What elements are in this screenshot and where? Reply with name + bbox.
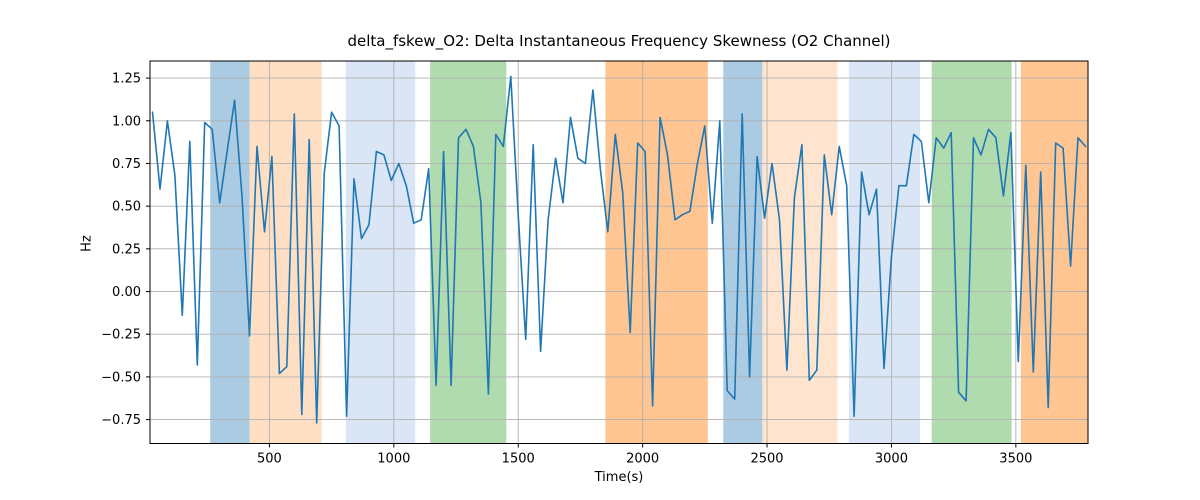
y-tick-label: 0.00	[112, 285, 141, 300]
stage-band	[345, 61, 416, 444]
stage-band	[210, 61, 250, 444]
y-tick-label: 1.25	[112, 72, 141, 87]
plot-frame	[149, 60, 1089, 444]
stage-band	[249, 61, 322, 444]
stage-band	[848, 61, 921, 444]
chart-title: delta_fskew_O2: Delta Instantaneous Freq…	[347, 32, 891, 50]
y-tick-label: 0.75	[112, 157, 141, 172]
stage-band	[762, 61, 838, 444]
stage-band	[931, 61, 1012, 444]
data-line	[151, 75, 1087, 424]
y-tick-label: 1.00	[112, 114, 141, 129]
y-tick-label: −0.75	[101, 413, 141, 428]
y-tick-label: 0.25	[112, 242, 141, 257]
x-tick-label: 1000	[377, 452, 410, 467]
x-tick-label: 3000	[875, 452, 908, 467]
x-tick-label: 2500	[750, 452, 783, 467]
stage-band	[430, 61, 507, 444]
x-axis-label: Time(s)	[594, 470, 644, 485]
y-tick-label: −0.50	[101, 370, 141, 385]
y-tick-label: −0.25	[101, 328, 141, 343]
x-tick-label: 1500	[502, 452, 535, 467]
x-tick-label: 3500	[999, 452, 1032, 467]
x-tick-label: 500	[257, 452, 282, 467]
y-tick-label: 0.50	[112, 200, 141, 215]
stage-band	[1020, 61, 1088, 444]
x-tick-label: 2000	[626, 452, 659, 467]
